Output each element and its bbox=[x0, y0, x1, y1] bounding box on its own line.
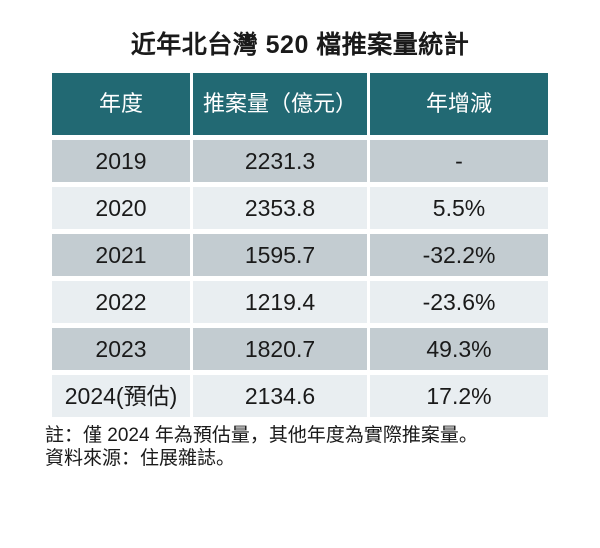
stats-table: 年度 推案量（億元） 年增減 2019 2231.3 - 2020 2353.8… bbox=[52, 73, 548, 417]
table-row: 2023 1820.7 49.3% bbox=[52, 328, 548, 370]
table-row: 2022 1219.4 -23.6% bbox=[52, 281, 548, 323]
yoy-cell: 17.2% bbox=[370, 375, 548, 417]
yoy-cell: -23.6% bbox=[370, 281, 548, 323]
volume-cell: 1219.4 bbox=[193, 281, 367, 323]
volume-cell: 2134.6 bbox=[193, 375, 367, 417]
yoy-cell: 49.3% bbox=[370, 328, 548, 370]
year-cell: 2023 bbox=[52, 328, 190, 370]
year-cell: 2019 bbox=[52, 140, 190, 182]
table-header-row: 年度 推案量（億元） 年增減 bbox=[52, 73, 548, 135]
page: 近年北台灣 520 檔推案量統計 年度 推案量（億元） 年增減 2019 223… bbox=[0, 29, 600, 470]
header-volume: 推案量（億元） bbox=[193, 73, 367, 135]
volume-cell: 2231.3 bbox=[193, 140, 367, 182]
yoy-cell: 5.5% bbox=[370, 187, 548, 229]
note-line: 註：僅 2024 年為預估量，其他年度為實際推案量。 bbox=[45, 425, 478, 446]
table-row: 2019 2231.3 - bbox=[52, 140, 548, 182]
header-yoy: 年增減 bbox=[370, 73, 548, 135]
year-cell: 2021 bbox=[52, 234, 190, 276]
footnotes: 註：僅 2024 年為預估量，其他年度為實際推案量。 資料來源：住展雜誌。 bbox=[45, 424, 600, 470]
table-row: 2024(預估) 2134.6 17.2% bbox=[52, 375, 548, 417]
volume-cell: 1820.7 bbox=[193, 328, 367, 370]
header-year: 年度 bbox=[52, 73, 190, 135]
year-cell: 2024(預估) bbox=[52, 375, 190, 417]
table-row: 2020 2353.8 5.5% bbox=[52, 187, 548, 229]
yoy-cell: - bbox=[370, 140, 548, 182]
yoy-cell: -32.2% bbox=[370, 234, 548, 276]
table-row: 2021 1595.7 -32.2% bbox=[52, 234, 548, 276]
page-title: 近年北台灣 520 檔推案量統計 bbox=[130, 31, 470, 59]
volume-cell: 1595.7 bbox=[193, 234, 367, 276]
year-cell: 2022 bbox=[52, 281, 190, 323]
volume-cell: 2353.8 bbox=[193, 187, 367, 229]
year-cell: 2020 bbox=[52, 187, 190, 229]
note-line: 資料來源：住展雜誌。 bbox=[45, 448, 236, 469]
